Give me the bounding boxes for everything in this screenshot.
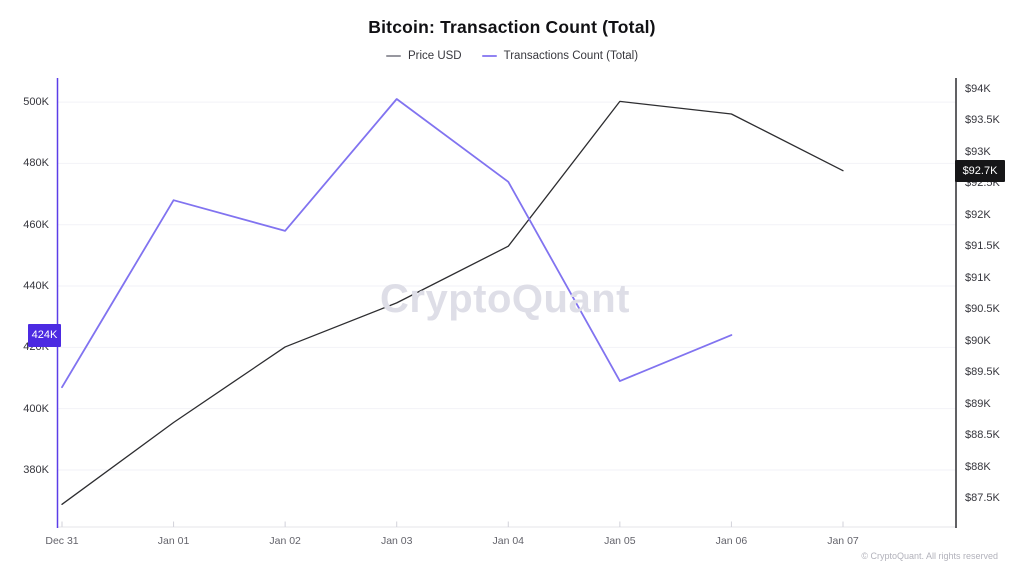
right-axis-tick-label: $87.5K [965,492,1000,505]
right-axis-tick-label: $91.5K [965,240,1000,253]
right-axis-tick-label: $88.5K [965,429,1000,442]
right-axis-tick-label: $90.5K [965,303,1000,316]
watermark: CryptoQuant [380,277,630,321]
right-axis-tick-label: $94K [965,82,991,95]
right-axis-tick-label: $92K [965,208,991,221]
legend-item-transactions-count-total[interactable]: Transactions Count (Total) [481,50,639,62]
latest-value-badge-transactions: 424K [28,323,61,347]
legend-item-label: Price USD [407,50,462,62]
x-axis-tick-label: Dec 31 [45,535,79,547]
right-axis-tick-label: $89.5K [965,366,1000,379]
left-axis-tick-label: 440K [23,280,49,293]
x-axis-tick-label: Jan 04 [492,535,525,547]
latest-value-badge-price: $92.7K [955,159,1005,182]
series-line-transactions-count-total[interactable] [61,98,733,389]
left-axis-tick-label: 480K [23,157,49,170]
legend: Price USD Transactions Count (Total) [0,50,1024,62]
right-axis-tick-label: $93K [965,145,991,158]
legend-item-label: Transactions Count (Total) [503,50,639,62]
left-axis-tick-label: 460K [23,218,49,231]
x-axis-tick-label: Jan 06 [715,535,748,547]
chart-title: Bitcoin: Transaction Count (Total) [368,17,656,37]
legend-dash-icon [481,55,497,57]
left-axis-tick-label: 500K [23,96,49,109]
right-axis-tick-label: $93.5K [965,114,1000,127]
legend-item-price-usd[interactable]: Price USD [385,50,462,62]
left-axis-tick-label: 400K [23,402,49,415]
right-axis-tick-label: $90K [965,334,991,347]
x-axis-tick-label: Jan 02 [269,535,301,547]
copyright-text: © CryptoQuant. All rights reserved [861,551,998,561]
x-axis-tick-label: Jan 07 [827,535,859,547]
x-axis-tick-label: Jan 05 [604,535,636,547]
legend-dash-icon [385,55,401,57]
x-axis-tick-label: Jan 03 [380,535,413,547]
series-line-price-usd[interactable] [61,100,844,505]
right-axis-tick-label: $91K [965,271,991,284]
right-axis-tick-label: $89K [965,397,991,410]
x-axis-tick-label: Jan 01 [157,535,190,547]
left-axis-tick-label: 380K [23,463,49,476]
right-axis-tick-label: $88K [965,460,991,473]
